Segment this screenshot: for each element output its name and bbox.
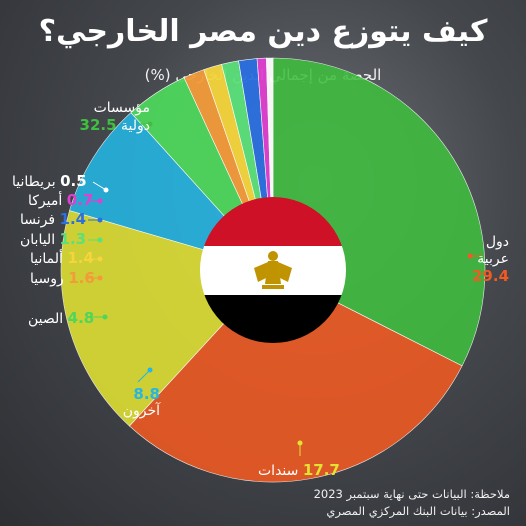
label-value: 17.7 [302,461,340,479]
leader-dot [97,256,103,262]
label-france: 1.4 فرنسا [20,211,86,229]
label-value: 1.4 [67,249,94,267]
label-russia: 1.6 روسيا [30,270,95,288]
label-usa: 0.7 أميركا [28,192,93,210]
leader-line [92,181,107,191]
leader-dot [147,121,153,127]
egypt-flag [200,197,346,343]
label-name: الصين [28,311,64,327]
label-name: دول [485,234,510,250]
label-value: 0.5 [60,172,87,190]
leader-dot [97,275,103,281]
label-value: 1.4 [59,210,87,228]
label-others: 8.8 آخرون [112,386,160,420]
label-name: أميركا [28,193,63,209]
leader-dot [297,440,303,446]
label-value: 29.4 [472,267,510,285]
label-name: مؤسسات [93,100,150,116]
note-source: المصدر: بيانات البنك المركزي المصري [326,504,510,518]
label-value: 1.3 [59,230,87,248]
leader-dot [103,187,109,193]
leader-dot [97,237,103,243]
label-arab-countries: دول عربية 29.4 [472,234,509,285]
label-japan: 1.3 اليابان [20,231,86,249]
leader-lines [88,121,483,456]
label-name: اليابان [20,232,56,248]
chart-note: ملاحظة: البيانات حتى نهاية سبتمبر 2023 ا… [314,486,510,520]
eagle-icon [254,251,292,289]
label-name: روسيا [30,271,64,287]
slice-arab-countries [129,269,463,483]
leader-dot [97,198,103,204]
chart-title: كيف يتوزع دين مصر الخارجي؟ [38,14,488,49]
label-bonds: 17.7 سندات [258,462,340,480]
label-name-2: دولية [121,118,150,134]
label-name: فرنسا [20,212,56,228]
label-name: آخرون [122,403,160,419]
label-value: 8.8 [133,385,160,403]
leader-dot [467,253,473,259]
note-data-date: ملاحظة: البيانات حتى نهاية سبتمبر 2023 [313,487,510,501]
leader-line [137,369,151,383]
leader-dot [147,367,153,373]
label-value: 4.8 [67,309,95,327]
label-uk: 0.5 بريطانيا [12,173,87,191]
leader-dot [102,314,108,320]
label-value: 1.6 [68,269,95,287]
label-germany: 1.4 ألمانيا [30,250,94,268]
label-value: 0.7 [66,191,94,209]
label-name-2: عربية [477,251,510,267]
label-name: ألمانيا [30,251,63,267]
leader-dot [97,217,103,223]
label-value: 32.5 [79,116,117,134]
label-name: بريطانيا [12,174,56,190]
label-international-institutions: مؤسسات دولية 32.5 [72,100,150,135]
label-name: سندات [258,463,299,479]
label-china: 4.8 الصين [28,310,94,328]
